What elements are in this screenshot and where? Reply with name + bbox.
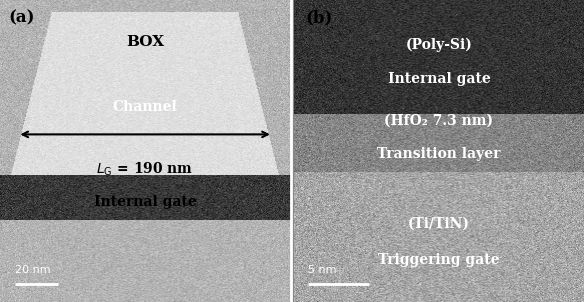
Text: (Ti/TiN): (Ti/TiN) [408,217,470,230]
Text: Triggering gate: Triggering gate [378,253,500,267]
Text: 5 nm: 5 nm [308,265,337,275]
Text: (a): (a) [9,9,35,26]
Text: (HfO₂ 7.3 nm): (HfO₂ 7.3 nm) [384,114,493,128]
Text: 20 nm: 20 nm [15,265,50,275]
Text: Internal gate: Internal gate [94,195,196,209]
Text: Channel: Channel [113,100,178,114]
Text: (b): (b) [305,9,333,26]
Text: BOX: BOX [126,35,164,49]
Text: Internal gate: Internal gate [388,72,490,85]
Text: Transition layer: Transition layer [377,147,500,161]
Text: (Poly-Si): (Poly-Si) [405,38,472,53]
Text: $\mathit{L}$$_{\mathrm{G}}$ = 190 nm: $\mathit{L}$$_{\mathrm{G}}$ = 190 nm [96,160,194,178]
